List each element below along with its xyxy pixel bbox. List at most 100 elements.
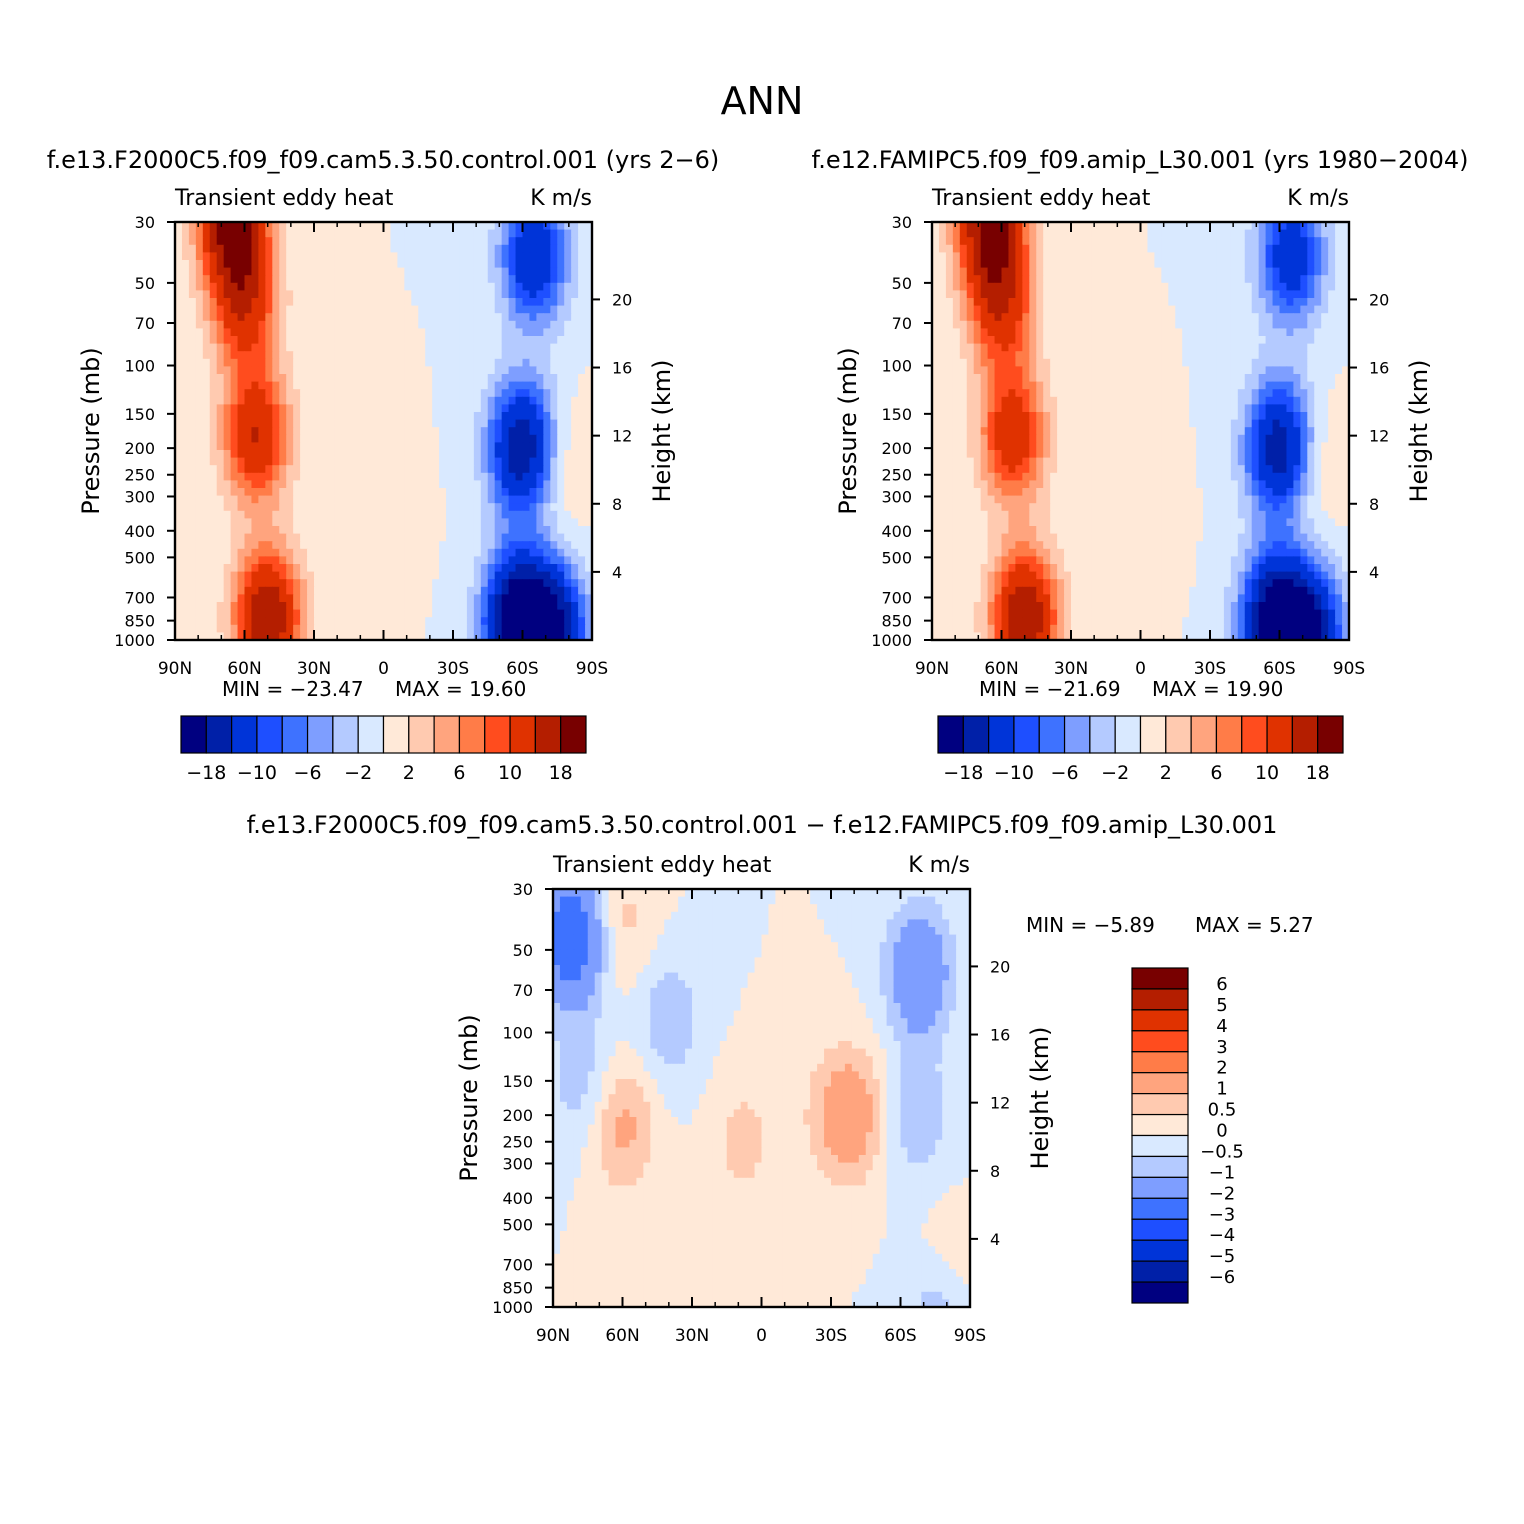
- field-cell: [543, 488, 551, 497]
- field-cell: [487, 313, 496, 322]
- field-cell: [327, 488, 336, 497]
- field-cell: [411, 282, 419, 291]
- field-cell: [376, 313, 385, 322]
- field-cell: [202, 541, 211, 550]
- field-cell: [1126, 222, 1135, 231]
- field-cell: [195, 480, 204, 489]
- field-cell: [293, 579, 301, 588]
- field-cell: [1008, 381, 1016, 390]
- field-cell: [244, 412, 253, 421]
- field-cell: [383, 290, 392, 299]
- field-cell: [515, 624, 524, 633]
- field-cell: [1008, 389, 1016, 398]
- field-cell: [397, 632, 405, 640]
- field-cell: [320, 244, 329, 253]
- field-cell: [341, 389, 350, 398]
- field-cell: [244, 594, 253, 603]
- field-cell: [980, 222, 989, 231]
- field-cell: [487, 427, 496, 436]
- field-cell: [938, 320, 947, 329]
- field-cell: [244, 343, 253, 352]
- field-cell: [272, 571, 280, 580]
- field-cell: [1258, 222, 1267, 231]
- field-cell: [209, 564, 218, 573]
- field-cell: [480, 244, 489, 253]
- field-cell: [932, 328, 940, 337]
- field-cell: [571, 541, 579, 550]
- field-cell: [314, 457, 322, 466]
- field-cell: [251, 404, 259, 413]
- field-cell: [1112, 260, 1121, 269]
- field-cell: [202, 328, 211, 337]
- field-cell: [230, 609, 239, 618]
- field-cell: [397, 480, 405, 489]
- field-cell: [1196, 290, 1204, 299]
- field-cell: [578, 571, 586, 580]
- field-cell: [1008, 229, 1016, 238]
- field-cell: [286, 541, 294, 550]
- field-cell: [1237, 275, 1246, 284]
- field-cell: [1203, 298, 1211, 307]
- field-cell: [404, 282, 412, 291]
- field-cell: [1293, 244, 1301, 253]
- field-cell: [932, 412, 940, 421]
- field-cell: [202, 632, 211, 640]
- field-cell: [1237, 290, 1246, 299]
- field-cell: [314, 526, 322, 535]
- field-cell: [404, 351, 412, 360]
- field-cell: [515, 526, 524, 535]
- field-cell: [1335, 237, 1343, 246]
- field-cell: [1182, 374, 1190, 383]
- field-cell: [494, 298, 503, 307]
- field-cell: [501, 472, 510, 481]
- field-cell: [1036, 366, 1044, 375]
- field-cell: [480, 442, 489, 451]
- field-cell: [1223, 336, 1232, 345]
- field-cell: [522, 389, 531, 398]
- field-cell: [327, 343, 336, 352]
- field-cell: [362, 450, 371, 459]
- field-cell: [202, 396, 211, 405]
- field-cell: [959, 366, 968, 375]
- field-cell: [543, 602, 551, 611]
- field-cell: [251, 465, 259, 474]
- field-cell: [404, 381, 412, 390]
- field-cell: [251, 336, 259, 345]
- field-cell: [314, 396, 322, 405]
- field-cell: [258, 442, 266, 451]
- field-cell: [446, 548, 454, 557]
- field-cell: [432, 488, 440, 497]
- field-cell: [265, 526, 273, 535]
- field-cell: [307, 518, 315, 527]
- field-cell: [515, 275, 524, 284]
- field-cell: [1314, 275, 1322, 284]
- field-cell: [432, 290, 440, 299]
- field-cell: [1064, 260, 1072, 269]
- field-cell: [473, 503, 482, 512]
- field-cell: [1126, 396, 1135, 405]
- field-cell: [369, 252, 378, 261]
- field-cell: [195, 229, 204, 238]
- field-cell: [966, 358, 975, 367]
- subtitle-right: K m/s: [530, 186, 592, 211]
- field-cell: [439, 457, 447, 466]
- field-cell: [1189, 404, 1197, 413]
- field-cell: [300, 267, 308, 276]
- field-cell: [1300, 374, 1308, 383]
- field-cell: [439, 579, 447, 588]
- field-cell: [1300, 396, 1308, 405]
- field-cell: [487, 404, 496, 413]
- field-cell: [307, 412, 315, 421]
- field-cell: [550, 244, 558, 253]
- field-cell: [314, 579, 322, 588]
- field-cell: [390, 541, 398, 550]
- field-cell: [557, 571, 565, 580]
- field-cell: [1244, 267, 1253, 276]
- field-cell: [300, 488, 308, 497]
- field-cell: [1168, 237, 1176, 246]
- field-cell: [188, 480, 197, 489]
- field-cell: [1279, 282, 1288, 291]
- field-cell: [209, 229, 218, 238]
- field-cell: [286, 465, 294, 474]
- field-cell: [341, 252, 350, 261]
